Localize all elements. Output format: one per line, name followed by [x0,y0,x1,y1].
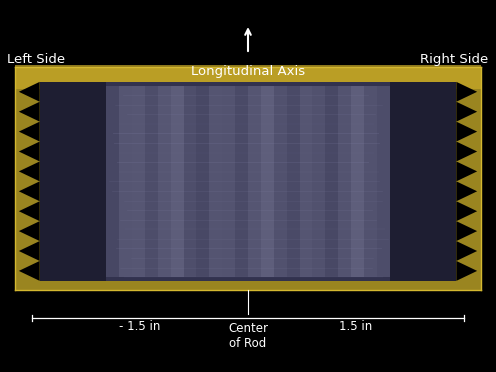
Bar [222,86,235,277]
Bar [300,86,312,277]
Polygon shape [456,82,477,102]
Polygon shape [456,102,477,122]
Bar [158,86,171,277]
Bar [145,86,158,277]
Bar [184,86,196,277]
Bar [312,86,325,277]
Bar [119,86,132,277]
Bar [325,86,338,277]
Bar [235,86,248,277]
Polygon shape [456,201,477,221]
Polygon shape [19,82,40,102]
Polygon shape [456,241,477,261]
Text: 1.5 in: 1.5 in [339,320,372,333]
Bar [171,86,184,277]
Bar [106,82,390,281]
Bar [274,86,287,277]
Text: Longitudinal Axis: Longitudinal Axis [191,65,305,78]
Bar [196,86,209,277]
Bar [351,86,364,277]
Polygon shape [19,182,40,201]
Polygon shape [19,201,40,221]
Polygon shape [19,241,40,261]
Bar [364,86,377,277]
Polygon shape [19,161,40,182]
Polygon shape [456,141,477,161]
Bar [287,86,300,277]
Bar [377,86,390,277]
Polygon shape [456,221,477,241]
Bar [338,86,351,277]
Polygon shape [19,141,40,161]
Text: Center
of Rod: Center of Rod [228,322,268,350]
Text: Left Side: Left Side [7,53,65,66]
Bar [40,82,456,281]
Polygon shape [456,261,477,281]
Bar [132,86,145,277]
Text: - 1.5 in: - 1.5 in [120,320,161,333]
Polygon shape [456,161,477,182]
Bar [261,86,274,277]
Polygon shape [456,122,477,141]
Bar [209,86,222,277]
Polygon shape [19,122,40,141]
Text: Right Side: Right Side [420,53,489,66]
Polygon shape [19,221,40,241]
Bar [15,65,481,89]
Polygon shape [456,182,477,201]
Polygon shape [19,102,40,122]
Bar [106,86,119,277]
Bar [15,67,481,290]
Polygon shape [19,261,40,281]
Bar [248,86,261,277]
